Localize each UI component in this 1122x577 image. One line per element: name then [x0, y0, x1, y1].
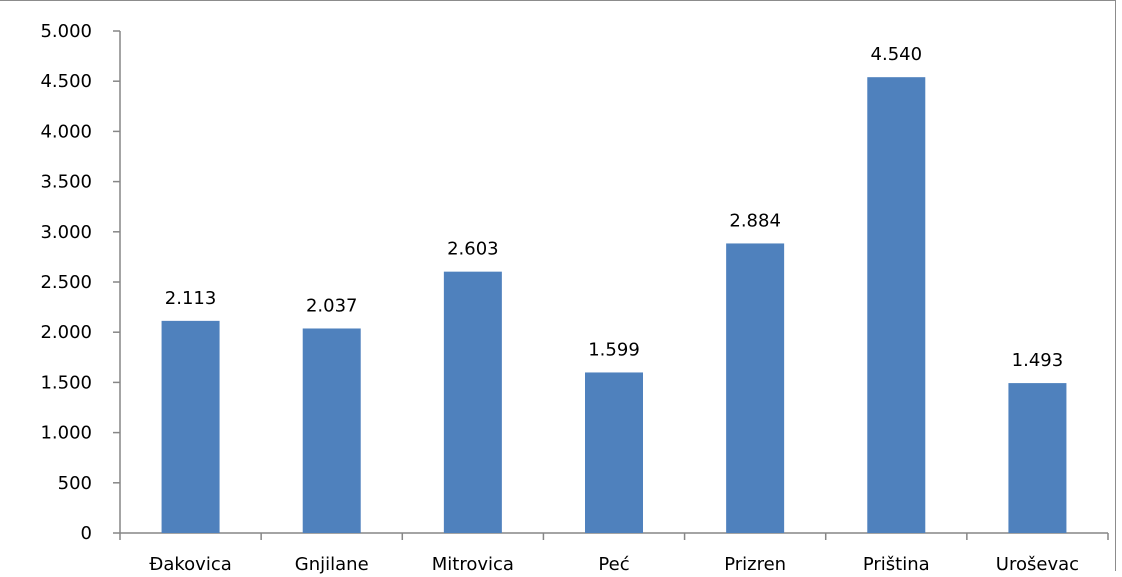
- y-tick-label: 500: [58, 473, 92, 494]
- data-label: 2.884: [729, 210, 781, 231]
- x-tick-label: Prizren: [724, 554, 786, 575]
- x-tick-label: Mitrovica: [432, 554, 514, 575]
- y-tick-label: 2.500: [40, 272, 92, 293]
- y-tick-label: 4.500: [40, 71, 92, 92]
- x-tick-label: Peć: [598, 554, 629, 575]
- data-labels: 2.113 2.037 2.603 1.599 2.884 4.540 1.493: [165, 44, 1063, 371]
- bar: [867, 77, 926, 534]
- x-tick-label: Gnjilane: [295, 554, 369, 575]
- y-tick-label: 4.000: [40, 121, 92, 142]
- y-tick-label: 2.000: [40, 322, 92, 343]
- data-label: 2.037: [306, 295, 358, 316]
- bar: [585, 372, 643, 533]
- data-label: 4.540: [871, 44, 923, 65]
- y-tick-label: 1.000: [40, 423, 92, 444]
- y-tick-label: 5.000: [40, 21, 92, 42]
- y-tick-label: 0: [81, 523, 92, 544]
- y-axis: 0 500 1.000 1.500 2.000 2.500 3.000 3.500 4.000 4…: [40, 21, 121, 544]
- bar: [302, 328, 361, 533]
- y-tick-label: 1.500: [40, 372, 92, 393]
- x-tick-label: Uroševac: [996, 554, 1079, 575]
- data-label: 1.599: [588, 339, 640, 360]
- data-label: 2.113: [165, 288, 217, 309]
- bar: [726, 243, 785, 533]
- y-tick-label: 3.500: [40, 172, 92, 193]
- bars: [161, 77, 1067, 534]
- data-label: 2.603: [447, 239, 499, 260]
- bar: [443, 271, 502, 533]
- x-tick-label: Đakovica: [149, 554, 231, 575]
- x-axis: Đakovica Gnjilane Mitrovica Peć Prizren Prišt…: [119, 532, 1109, 575]
- data-label: 1.493: [1012, 350, 1064, 371]
- bar: [1008, 383, 1067, 533]
- x-tick-label: Priština: [863, 554, 930, 575]
- y-tick-label: 3.000: [40, 222, 92, 243]
- bar: [161, 320, 220, 533]
